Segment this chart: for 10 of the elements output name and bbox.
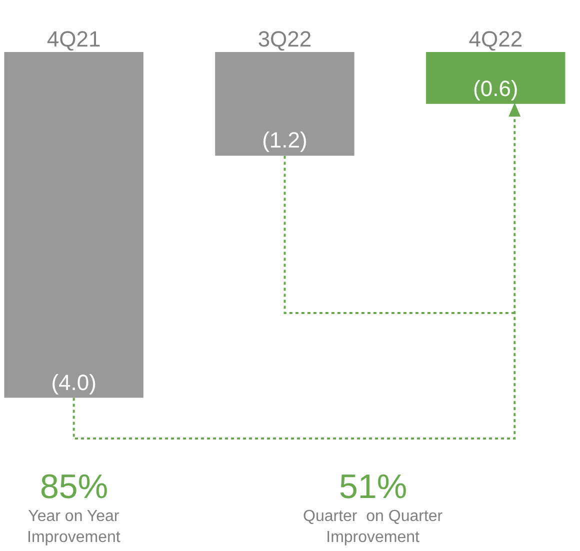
data-label: (1.2) bbox=[262, 128, 308, 153]
data-label: (4.0) bbox=[51, 370, 96, 395]
text: Quarter on Quarter Improvement bbox=[303, 508, 444, 546]
text: 51% bbox=[339, 468, 408, 506]
x-tick-label: 4Q21 bbox=[46, 26, 101, 52]
x-tick-label: 3Q22 bbox=[258, 26, 312, 52]
text: 85% bbox=[40, 468, 108, 506]
data-label: (0.6) bbox=[473, 76, 518, 101]
x-tick-label: 4Q22 bbox=[468, 26, 523, 52]
text: Year on Year Improvement bbox=[27, 508, 121, 546]
